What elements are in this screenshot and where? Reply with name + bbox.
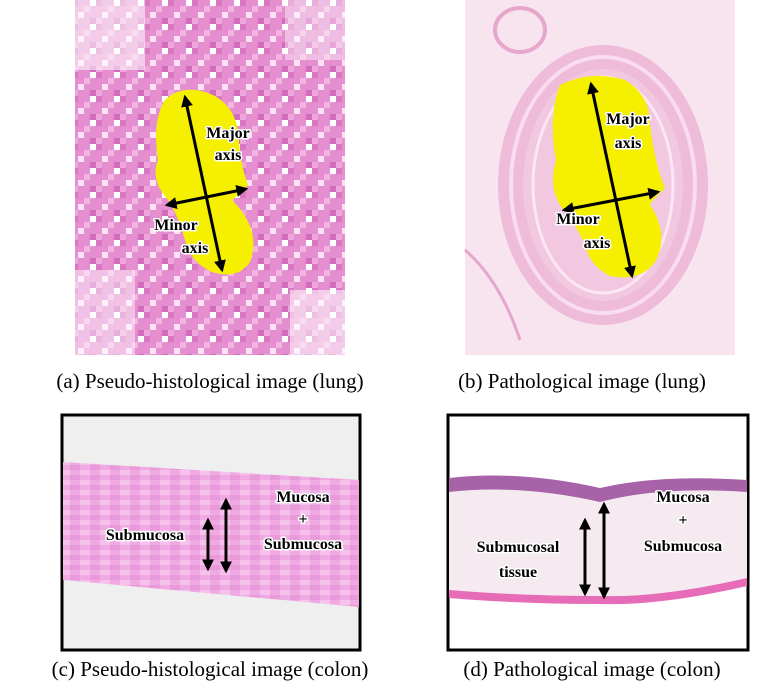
label: tissue (499, 564, 537, 581)
panel-b: Major axis Minor axis (b) Pathological i… (458, 0, 735, 393)
panel-d: Submucosal tissue Mucosa + Submucosa (d)… (448, 415, 748, 681)
label: Submucosa (106, 527, 184, 544)
label: axis (584, 235, 611, 252)
label: Submucosa (264, 536, 342, 553)
label: axis (615, 135, 642, 152)
label: Mucosa (656, 489, 709, 506)
label: Major (206, 125, 250, 142)
label: Minor (556, 211, 600, 228)
panel-c: Submucosa Mucosa + Submucosa (c) Pseudo-… (52, 415, 369, 681)
label: Minor (154, 217, 198, 234)
panel-a: Major axis Minor axis (a) Pseudo-histolo… (56, 0, 363, 393)
caption: (b) Pathological image (lung) (458, 369, 706, 393)
label: Submucosa (644, 538, 722, 555)
label: Major (606, 111, 650, 128)
caption: (c) Pseudo-histological image (colon) (52, 657, 369, 681)
caption: (a) Pseudo-histological image (lung) (56, 369, 363, 393)
caption: (d) Pathological image (colon) (463, 657, 720, 681)
label: Submucosal (477, 539, 560, 556)
label: axis (215, 147, 242, 164)
label: + (298, 511, 307, 528)
figure: Major axis Minor axis (a) Pseudo-histolo… (0, 0, 759, 684)
label: + (678, 512, 687, 529)
label: axis (182, 240, 209, 257)
label: Mucosa (276, 489, 329, 506)
